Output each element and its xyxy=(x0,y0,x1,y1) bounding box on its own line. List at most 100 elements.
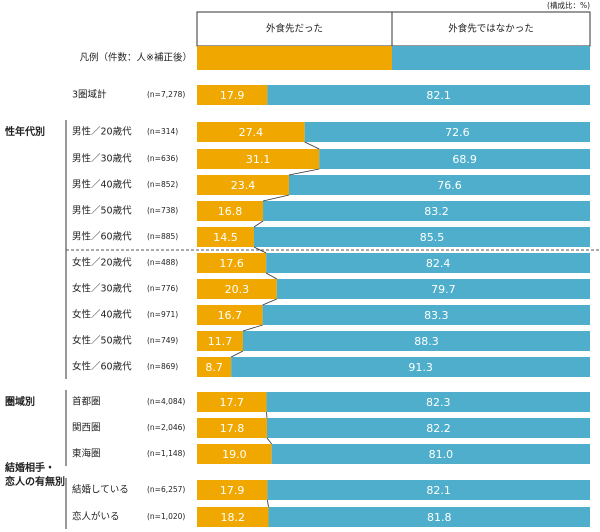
bar-segment xyxy=(197,122,305,142)
legend-label: 外食先だった xyxy=(266,23,323,35)
connector xyxy=(304,141,320,150)
value-label: 16.7 xyxy=(218,309,243,322)
bar-segment xyxy=(319,149,590,169)
value-label: 17.9 xyxy=(220,89,245,102)
sample-size: (n=885) xyxy=(147,232,178,241)
group-label: 圏域別 xyxy=(5,395,35,408)
category-label: 女性／50歳代 xyxy=(72,335,132,347)
group-label-line: 恋人の有無別 xyxy=(5,475,65,488)
bar-segment xyxy=(197,444,272,464)
category-label: 男性／60歳代 xyxy=(72,231,132,243)
value-label: 79.7 xyxy=(431,283,456,296)
bar-segment xyxy=(267,85,590,105)
bar-segment xyxy=(197,305,263,325)
bar-segment xyxy=(304,122,590,142)
value-label: 14.5 xyxy=(213,231,238,244)
bar-segment xyxy=(231,357,591,377)
group-label: 性年代別 xyxy=(4,125,45,138)
legend-swatch xyxy=(197,46,392,70)
bar-segment xyxy=(262,305,590,325)
sample-size: (n=6,257) xyxy=(147,485,185,494)
legend-label: 外食先ではなかった xyxy=(448,23,534,35)
bar-segment xyxy=(266,253,590,273)
connector xyxy=(253,220,264,228)
category-label: 東海圏 xyxy=(72,448,101,460)
value-label: 81.8 xyxy=(427,511,452,524)
category-label: 関西圏 xyxy=(72,423,101,434)
sample-size: (n=636) xyxy=(147,154,178,163)
bar-segment xyxy=(197,227,254,247)
sample-size: (n=738) xyxy=(147,206,178,215)
value-label: 88.3 xyxy=(414,335,439,348)
category-label: 女性／40歳代 xyxy=(72,309,132,321)
category-label: 女性／20歳代 xyxy=(72,257,132,269)
value-label: 85.5 xyxy=(420,231,445,244)
bar-segment xyxy=(197,253,267,273)
value-label: 83.3 xyxy=(424,309,449,322)
sample-size: (n=314) xyxy=(147,127,178,136)
bar-segment xyxy=(266,392,590,412)
sample-size: (n=1,020) xyxy=(147,512,185,521)
bar-segment xyxy=(266,418,590,438)
category-label: 女性／30歳代 xyxy=(72,283,132,295)
bar-segment xyxy=(197,392,267,412)
category-label: 首都圏 xyxy=(72,396,101,408)
sample-size: (n=776) xyxy=(147,284,178,293)
value-label: 82.1 xyxy=(426,484,451,497)
legend-title: 凡例（件数：人※補正後） xyxy=(80,52,192,64)
sample-size: (n=749) xyxy=(147,336,178,345)
value-label: 17.9 xyxy=(220,484,245,497)
bar-segment xyxy=(253,227,591,247)
category-label: 女性／60歳代 xyxy=(72,361,132,373)
value-label: 8.7 xyxy=(205,361,223,374)
connector xyxy=(266,499,269,508)
bar-segment xyxy=(197,201,264,221)
bar-segment xyxy=(197,85,268,105)
value-label: 17.7 xyxy=(220,396,245,409)
bar-segment xyxy=(197,149,320,169)
category-label: 3圏域計 xyxy=(72,89,107,101)
value-label: 18.2 xyxy=(221,511,246,524)
bar-segment xyxy=(197,175,289,195)
bar-segment xyxy=(197,480,268,500)
value-label: 82.3 xyxy=(426,396,451,409)
bar-segment xyxy=(263,201,590,221)
value-label: 31.1 xyxy=(246,153,271,166)
legend-swatch xyxy=(392,46,590,70)
group-label-line: 結婚相手・ xyxy=(5,461,55,474)
value-label: 27.4 xyxy=(239,126,264,139)
category-label: 男性／30歳代 xyxy=(72,153,132,165)
category-label: 男性／20歳代 xyxy=(72,126,132,138)
value-label: 68.9 xyxy=(452,153,477,166)
category-label: 恋人がいる xyxy=(72,511,120,523)
sample-size: (n=869) xyxy=(147,362,178,371)
connector xyxy=(262,194,290,202)
value-label: 17.8 xyxy=(220,422,245,435)
value-label: 20.3 xyxy=(225,283,250,296)
value-label: 11.7 xyxy=(208,335,233,348)
connector xyxy=(253,246,267,254)
value-label: 76.6 xyxy=(437,179,462,192)
value-label: 82.1 xyxy=(426,89,451,102)
connector xyxy=(266,437,272,445)
category-label: 男性／40歳代 xyxy=(72,179,132,191)
bar-segment xyxy=(197,507,269,527)
sample-size: (n=2,046) xyxy=(147,423,185,432)
value-label: 23.4 xyxy=(231,179,256,192)
value-label: 72.6 xyxy=(445,126,470,139)
connector xyxy=(231,350,244,358)
bar-segment xyxy=(242,331,590,351)
bar-segment xyxy=(197,357,232,377)
connector xyxy=(288,168,320,176)
value-label: 19.0 xyxy=(222,448,247,461)
category-label: 結婚している xyxy=(72,484,129,496)
bar-segment xyxy=(267,480,590,500)
bar-segment xyxy=(271,444,590,464)
bar-segment xyxy=(288,175,590,195)
bar-segment xyxy=(197,418,267,438)
category-label: 男性／50歳代 xyxy=(72,205,132,217)
value-label: 83.2 xyxy=(424,205,449,218)
value-label: 91.3 xyxy=(408,361,433,374)
connector xyxy=(262,298,277,306)
